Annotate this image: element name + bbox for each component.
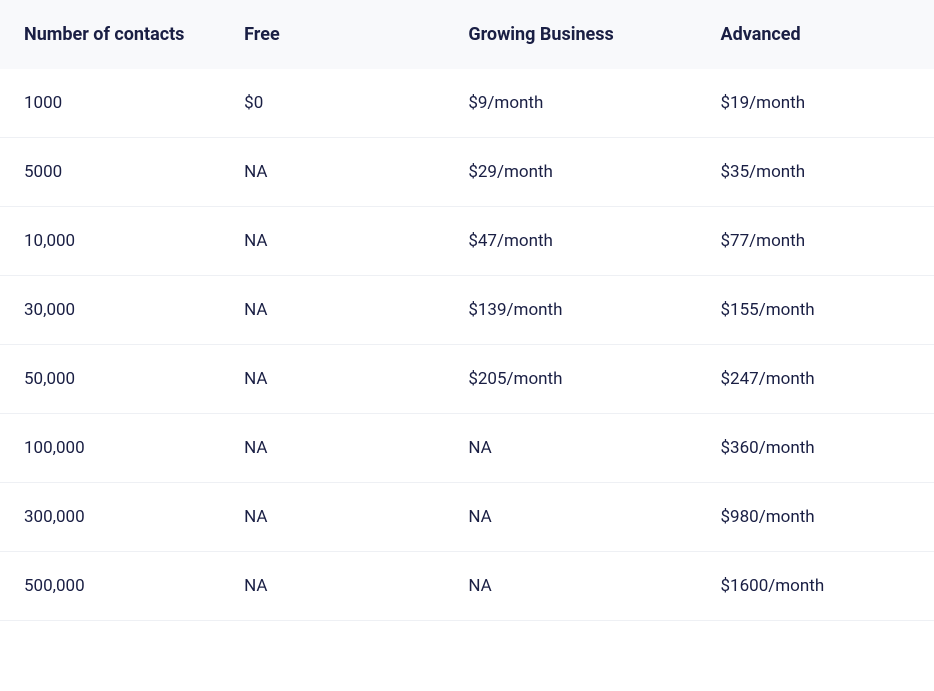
cell-free: NA — [224, 483, 448, 552]
table-row: 10,000 NA $47/month $77/month — [0, 207, 934, 276]
cell-advanced: $155/month — [700, 276, 934, 345]
cell-growing: NA — [448, 552, 700, 621]
cell-growing: $139/month — [448, 276, 700, 345]
cell-advanced: $980/month — [700, 483, 934, 552]
table-row: 500,000 NA NA $1600/month — [0, 552, 934, 621]
cell-advanced: $19/month — [700, 69, 934, 138]
pricing-table: Number of contacts Free Growing Business… — [0, 0, 934, 621]
table-row: 30,000 NA $139/month $155/month — [0, 276, 934, 345]
column-header-free: Free — [224, 0, 448, 69]
cell-contacts: 30,000 — [0, 276, 224, 345]
cell-free: NA — [224, 414, 448, 483]
cell-advanced: $77/month — [700, 207, 934, 276]
table-row: 50,000 NA $205/month $247/month — [0, 345, 934, 414]
table-body: 1000 $0 $9/month $19/month 5000 NA $29/m… — [0, 69, 934, 621]
cell-advanced: $247/month — [700, 345, 934, 414]
cell-contacts: 100,000 — [0, 414, 224, 483]
cell-free: $0 — [224, 69, 448, 138]
cell-contacts: 300,000 — [0, 483, 224, 552]
table-row: 1000 $0 $9/month $19/month — [0, 69, 934, 138]
cell-contacts: 10,000 — [0, 207, 224, 276]
table-row: 100,000 NA NA $360/month — [0, 414, 934, 483]
cell-growing: $205/month — [448, 345, 700, 414]
cell-contacts: 50,000 — [0, 345, 224, 414]
table-header-row: Number of contacts Free Growing Business… — [0, 0, 934, 69]
column-header-advanced: Advanced — [700, 0, 934, 69]
cell-growing: NA — [448, 483, 700, 552]
cell-contacts: 1000 — [0, 69, 224, 138]
column-header-growing: Growing Business — [448, 0, 700, 69]
table-row: 5000 NA $29/month $35/month — [0, 138, 934, 207]
cell-free: NA — [224, 138, 448, 207]
cell-growing: $29/month — [448, 138, 700, 207]
table-row: 300,000 NA NA $980/month — [0, 483, 934, 552]
cell-advanced: $35/month — [700, 138, 934, 207]
cell-growing: $9/month — [448, 69, 700, 138]
table-header: Number of contacts Free Growing Business… — [0, 0, 934, 69]
cell-advanced: $360/month — [700, 414, 934, 483]
cell-advanced: $1600/month — [700, 552, 934, 621]
cell-growing: $47/month — [448, 207, 700, 276]
cell-growing: NA — [448, 414, 700, 483]
cell-contacts: 500,000 — [0, 552, 224, 621]
cell-free: NA — [224, 345, 448, 414]
cell-contacts: 5000 — [0, 138, 224, 207]
cell-free: NA — [224, 207, 448, 276]
cell-free: NA — [224, 276, 448, 345]
column-header-contacts: Number of contacts — [0, 0, 224, 69]
cell-free: NA — [224, 552, 448, 621]
